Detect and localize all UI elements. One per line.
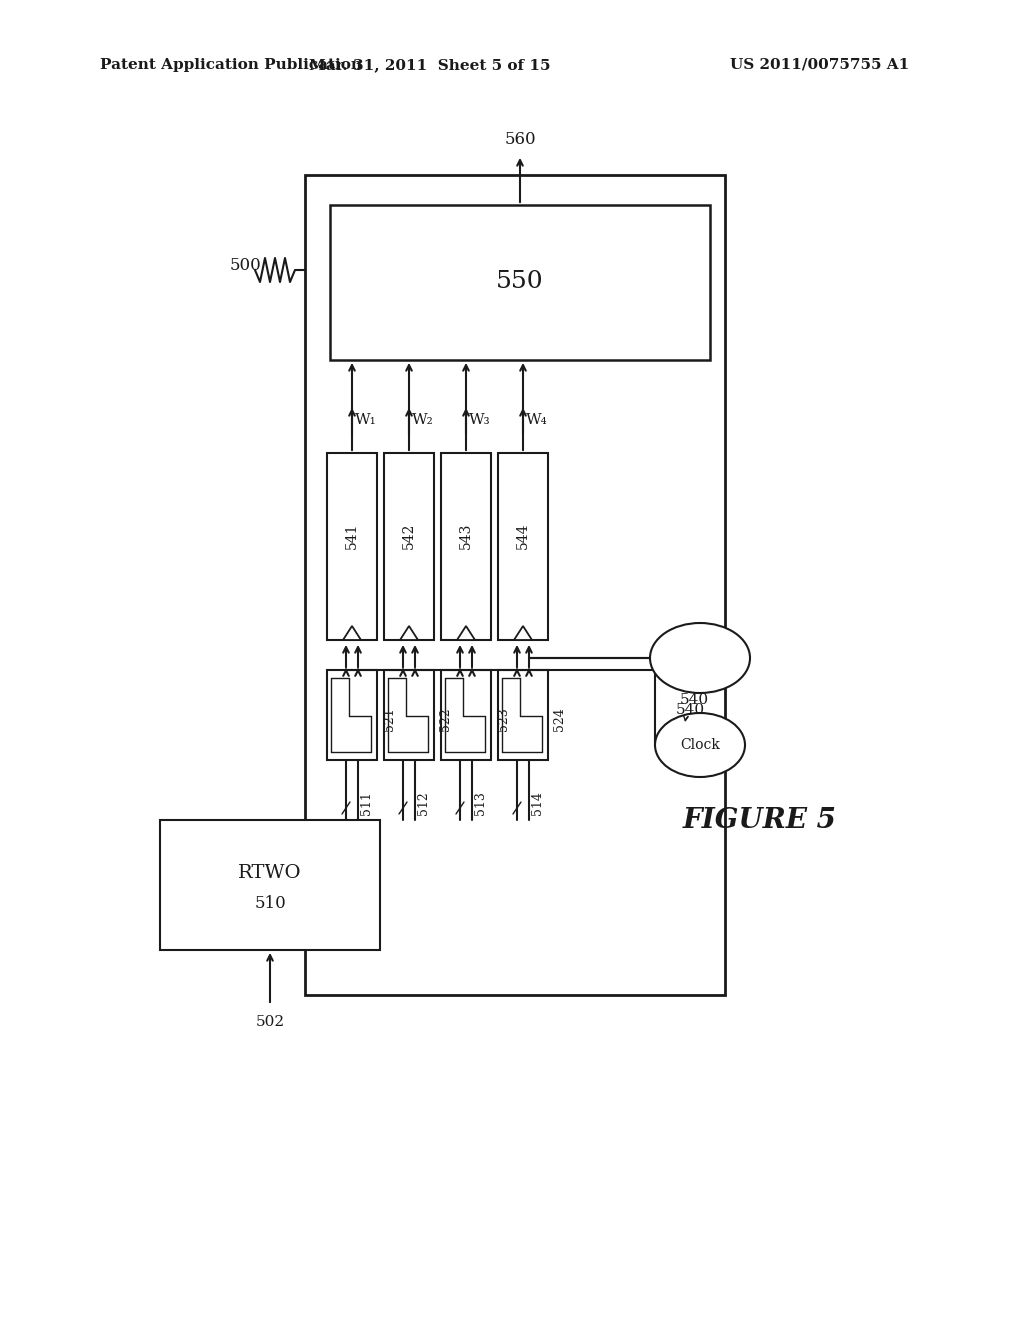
Text: W₁: W₁ [355,413,377,426]
Polygon shape [343,626,361,640]
Text: 514: 514 [531,791,544,814]
Text: Clock: Clock [680,738,720,752]
Text: 522: 522 [439,708,453,731]
Text: 544: 544 [516,523,530,549]
Text: 542: 542 [402,523,416,549]
Bar [498,453,548,640]
Text: 523: 523 [497,708,510,731]
Text: 543: 543 [459,523,473,549]
Text: 560: 560 [504,132,536,149]
Text: 541: 541 [345,523,359,549]
Text: 512: 512 [417,791,430,814]
Bar [384,671,434,760]
Text: 513: 513 [474,791,487,814]
Text: 550: 550 [497,271,544,293]
Bar [327,671,377,760]
Ellipse shape [650,623,750,693]
Polygon shape [457,626,475,640]
Bar [160,820,380,950]
Bar [384,453,434,640]
Text: 502: 502 [255,1015,285,1030]
Ellipse shape [655,713,745,777]
Text: US 2011/0075755 A1: US 2011/0075755 A1 [730,58,909,73]
Text: 540: 540 [676,704,706,717]
Bar [498,671,548,760]
Text: 524: 524 [554,708,566,731]
Text: W₃: W₃ [469,413,490,426]
Text: Clock: Clock [680,651,720,665]
Text: RTWO: RTWO [239,865,302,882]
Text: 511: 511 [360,791,373,814]
Text: W₄: W₄ [526,413,548,426]
Polygon shape [514,626,532,640]
Bar [330,205,710,360]
Text: 521: 521 [383,708,395,731]
Bar [305,176,725,995]
Text: W₂: W₂ [412,413,434,426]
Bar [441,453,490,640]
Bar [441,671,490,760]
Text: 540: 540 [680,693,710,708]
Text: FIGURE 5: FIGURE 5 [683,807,837,833]
Bar [327,453,377,640]
Text: Patent Application Publication: Patent Application Publication [100,58,362,73]
Text: Mar. 31, 2011  Sheet 5 of 15: Mar. 31, 2011 Sheet 5 of 15 [309,58,551,73]
Text: 510: 510 [254,895,286,912]
Polygon shape [400,626,418,640]
Text: 500: 500 [230,256,262,273]
